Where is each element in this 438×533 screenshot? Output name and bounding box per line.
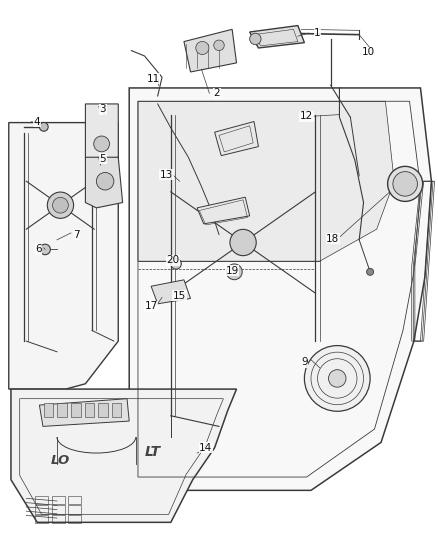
Polygon shape — [44, 403, 53, 417]
Polygon shape — [71, 403, 81, 417]
Polygon shape — [138, 101, 394, 261]
Text: 19: 19 — [226, 266, 239, 276]
Polygon shape — [184, 29, 237, 72]
Text: 13: 13 — [160, 170, 173, 180]
Polygon shape — [9, 123, 118, 389]
Polygon shape — [250, 26, 304, 48]
Text: 11: 11 — [147, 74, 160, 84]
Polygon shape — [98, 403, 108, 417]
Circle shape — [393, 172, 417, 196]
Text: 18: 18 — [326, 234, 339, 244]
Polygon shape — [215, 122, 258, 156]
Text: 6: 6 — [35, 245, 42, 254]
Polygon shape — [85, 104, 118, 163]
Text: 1: 1 — [314, 28, 321, 38]
Circle shape — [94, 136, 110, 152]
Circle shape — [47, 192, 74, 219]
Text: 15: 15 — [173, 291, 186, 301]
Text: 3: 3 — [99, 104, 106, 114]
Text: LO: LO — [50, 454, 70, 467]
Polygon shape — [129, 88, 431, 490]
Text: 17: 17 — [145, 302, 158, 311]
Text: 5: 5 — [99, 154, 106, 164]
Circle shape — [250, 33, 261, 45]
Polygon shape — [85, 403, 94, 417]
Polygon shape — [112, 403, 121, 417]
Polygon shape — [85, 157, 123, 208]
Polygon shape — [11, 389, 237, 522]
Polygon shape — [197, 197, 250, 224]
Text: 20: 20 — [166, 255, 180, 265]
Text: 2: 2 — [213, 88, 220, 98]
Circle shape — [304, 345, 370, 411]
Circle shape — [40, 244, 50, 255]
Polygon shape — [151, 280, 191, 304]
Circle shape — [367, 268, 374, 276]
Circle shape — [171, 259, 181, 269]
Polygon shape — [39, 399, 129, 426]
Circle shape — [328, 370, 346, 387]
Polygon shape — [57, 403, 67, 417]
Circle shape — [96, 173, 114, 190]
Circle shape — [53, 197, 68, 213]
Circle shape — [230, 229, 256, 256]
Circle shape — [39, 123, 48, 131]
Circle shape — [226, 264, 242, 280]
Circle shape — [388, 166, 423, 201]
Text: 9: 9 — [301, 358, 308, 367]
Circle shape — [214, 40, 224, 51]
Text: 4: 4 — [34, 117, 41, 126]
Text: LT: LT — [145, 445, 161, 459]
Text: 10: 10 — [361, 47, 374, 57]
Text: 7: 7 — [73, 230, 80, 239]
Text: 14: 14 — [199, 443, 212, 453]
Text: 12: 12 — [300, 111, 313, 121]
Circle shape — [196, 42, 209, 54]
